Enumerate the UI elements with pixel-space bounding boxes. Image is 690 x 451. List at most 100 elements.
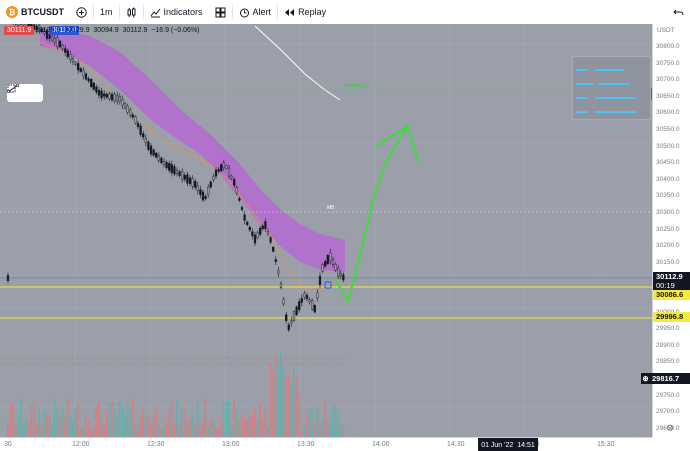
volume-bar xyxy=(259,403,261,437)
candle-body xyxy=(251,231,254,237)
symbol-label: BTCUSDT xyxy=(21,7,64,17)
volume-bar xyxy=(51,425,53,437)
stats-row: ▬▬ ▬▬▬▬▬▬▬ xyxy=(576,95,637,101)
replay-button[interactable]: Replay xyxy=(278,0,332,24)
volume-bar xyxy=(90,428,92,437)
crosshair-price-label[interactable]: ⊕ 29816.7 xyxy=(641,373,690,384)
projection-arrow[interactable] xyxy=(334,123,419,304)
grid-icon xyxy=(215,7,226,18)
candle-body xyxy=(149,145,153,155)
volume-bar xyxy=(59,418,61,437)
candle-body xyxy=(287,324,290,331)
price-tick: 30650.0 xyxy=(656,92,680,100)
volume-bar xyxy=(230,427,233,437)
price-tick: 30400.0 xyxy=(656,175,680,183)
volume-bar xyxy=(113,408,116,437)
volume-bar xyxy=(95,406,98,437)
divider xyxy=(277,5,279,19)
candle-body xyxy=(170,164,173,173)
channel-band xyxy=(40,30,345,272)
volume-bar xyxy=(64,418,66,437)
candle-body xyxy=(131,114,134,118)
candle-body xyxy=(168,163,171,171)
volume-bar xyxy=(87,420,90,437)
time-tick: 14:00 xyxy=(372,441,390,448)
volume-bar xyxy=(248,416,251,437)
trend-line xyxy=(254,25,341,101)
volume-bar xyxy=(150,424,152,437)
volume-bar xyxy=(98,401,100,437)
candle-body xyxy=(103,93,106,97)
ask-chip[interactable]: 30112.0 xyxy=(48,26,80,35)
undo-button[interactable] xyxy=(667,0,690,24)
candle-body xyxy=(110,93,114,101)
chart-pane[interactable]: VPocus (L) MB ▬▬ ▬▬▬▬▬ xyxy=(0,24,652,437)
candle-body xyxy=(87,78,90,82)
volume-bar xyxy=(274,355,277,437)
candle-body xyxy=(298,301,301,310)
price-tick: 29700.0 xyxy=(656,408,680,416)
volume-bar xyxy=(202,421,204,437)
drawing-tool-box[interactable] xyxy=(7,84,43,102)
projection-arrowhead xyxy=(375,125,409,147)
candle-body xyxy=(295,306,298,315)
volume-bar xyxy=(92,425,95,437)
volume-bar xyxy=(342,424,345,437)
volume-bar xyxy=(131,399,134,437)
candle-body xyxy=(324,261,327,267)
plus-icon[interactable]: ⊕ xyxy=(642,374,649,383)
candle-body xyxy=(126,105,129,113)
candle-body xyxy=(165,161,168,169)
volume-bar xyxy=(311,409,313,437)
alert-button[interactable]: Alert xyxy=(233,0,278,24)
volume-bar xyxy=(238,419,241,437)
candle-body xyxy=(261,225,264,229)
volume-bar xyxy=(189,417,191,437)
volume-bar xyxy=(77,404,79,437)
indicators-button[interactable]: Indicators xyxy=(144,0,209,24)
volume-bar xyxy=(334,406,337,437)
candle-body xyxy=(264,221,267,230)
price-axis[interactable]: USDT 30800.0 30750.0 30700.0 30650.0 30600.0… xyxy=(641,24,690,437)
candle-body xyxy=(305,294,309,300)
layouts-button[interactable] xyxy=(209,0,232,24)
bid-chip[interactable]: 30111.9 xyxy=(4,26,35,35)
candle-body xyxy=(100,90,103,99)
stats-row: ▬▬ ▬▬▬▬▬▬▬ xyxy=(576,109,637,115)
volume-bar xyxy=(61,406,64,437)
candle-body xyxy=(274,259,277,262)
candle-body xyxy=(121,99,124,106)
chart-canvas[interactable]: VPocus (L) MB xyxy=(0,24,652,437)
volume-bar xyxy=(280,352,282,437)
current-price-value: 30112.9 xyxy=(656,272,683,281)
chart-type-button[interactable] xyxy=(120,0,143,24)
volume-bar xyxy=(196,401,199,437)
settings-gear-icon[interactable]: ⚙ xyxy=(666,423,675,433)
stats-row: ▬▬▬ ▬▬▬▬▬ xyxy=(576,81,630,87)
symbol-search[interactable]: ₿ BTCUSDT xyxy=(0,0,70,24)
volume-bar xyxy=(48,415,51,437)
compare-button[interactable] xyxy=(70,0,93,24)
candle-body xyxy=(313,305,316,313)
volume-bar xyxy=(160,428,163,437)
position-marker[interactable] xyxy=(324,281,332,289)
interval-label: 1m xyxy=(100,7,113,17)
candle-body xyxy=(43,30,46,34)
volume-bar xyxy=(319,423,321,437)
volume-bar xyxy=(290,384,293,437)
time-axis[interactable]: 3012:0012:3013:0013:3014:0014:3015:0015:… xyxy=(0,437,652,451)
volume-bar xyxy=(170,400,173,437)
volume-bar xyxy=(74,408,77,437)
candle-body xyxy=(38,25,41,33)
volume-bar xyxy=(137,428,139,437)
volume-bar xyxy=(267,426,269,437)
volume-bar xyxy=(337,411,339,437)
candle-body xyxy=(84,73,88,80)
volume-bar xyxy=(204,399,207,437)
candle-body xyxy=(246,221,249,225)
price-tick: 30150.0 xyxy=(656,258,680,266)
candle-body xyxy=(147,141,150,150)
candle-body xyxy=(6,275,10,281)
candle-body xyxy=(266,231,270,235)
interval-button[interactable]: 1m xyxy=(94,0,119,24)
